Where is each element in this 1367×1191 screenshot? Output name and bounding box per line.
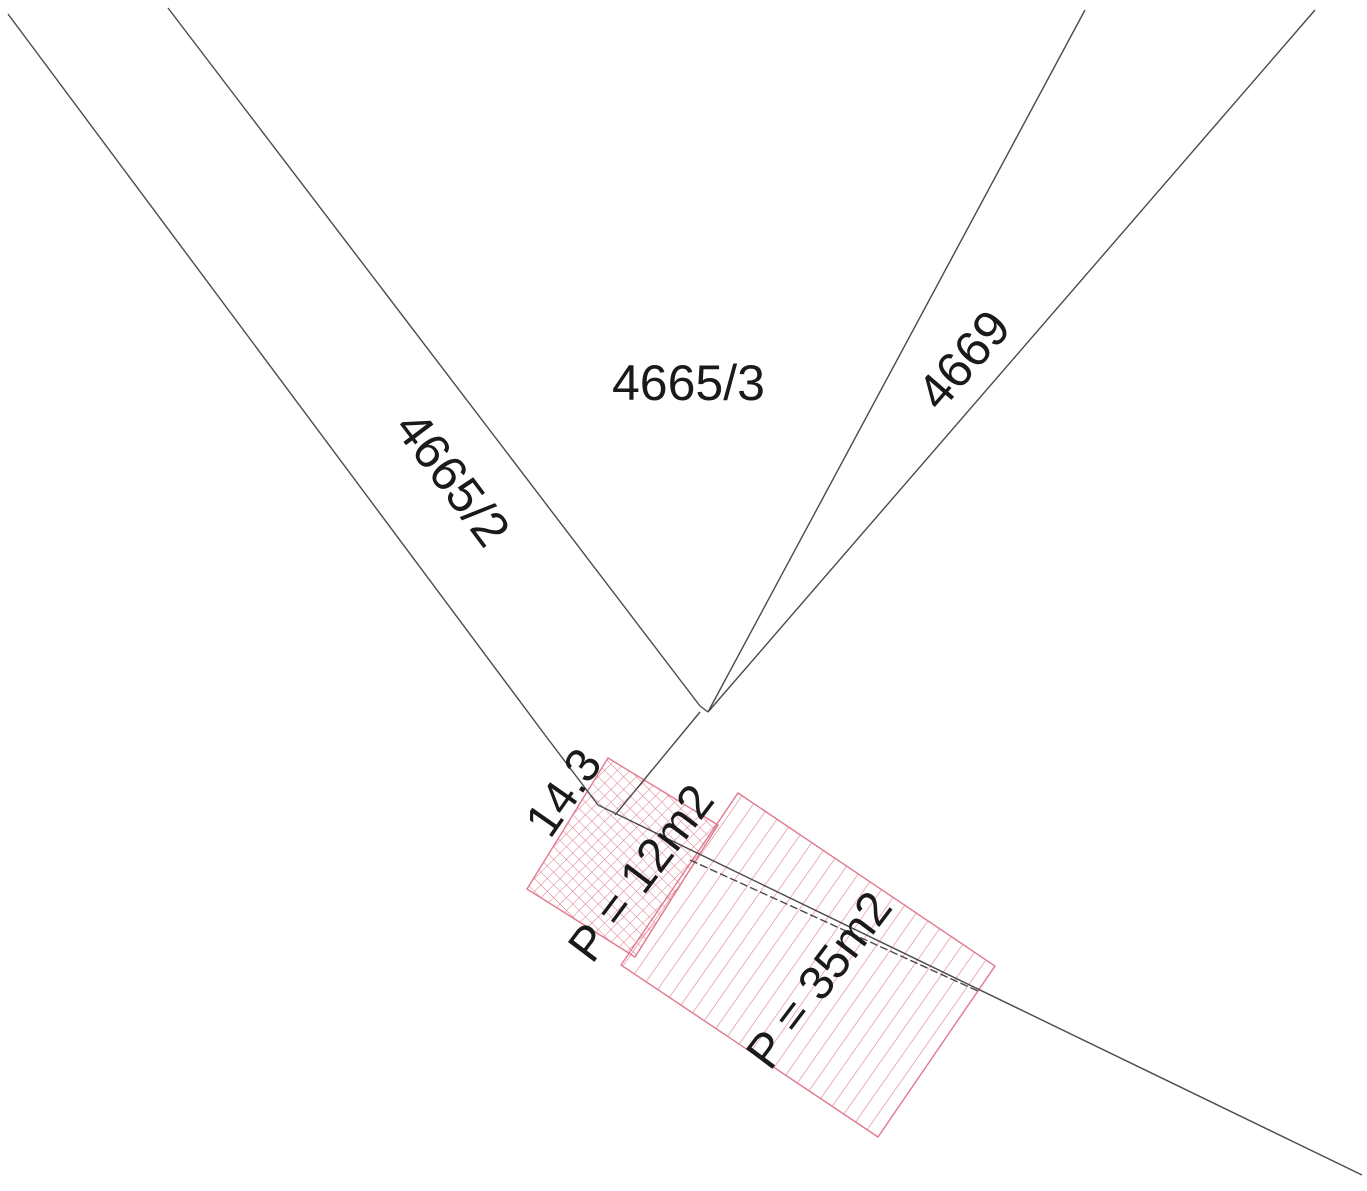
boundary-line-center-down [614, 711, 701, 816]
boundary-line-right-outer [707, 9, 1316, 713]
boundary-line-left-inner [167, 7, 701, 707]
boundary-line-right-inner [707, 9, 1086, 713]
parcel-label-center: 4665/3 [612, 355, 765, 411]
parcel-label-right: 4669 [906, 300, 1021, 421]
parcel-label-left: 4665/2 [384, 401, 521, 557]
zone-small-12m2 [526, 757, 719, 958]
boundary-line-road [597, 804, 1363, 1176]
boundary-line-junction [699, 705, 709, 713]
boundary-line-left-lower [544, 734, 599, 806]
boundary-line-road-dash [689, 859, 981, 993]
boundary-line-left-outer [7, 13, 546, 736]
